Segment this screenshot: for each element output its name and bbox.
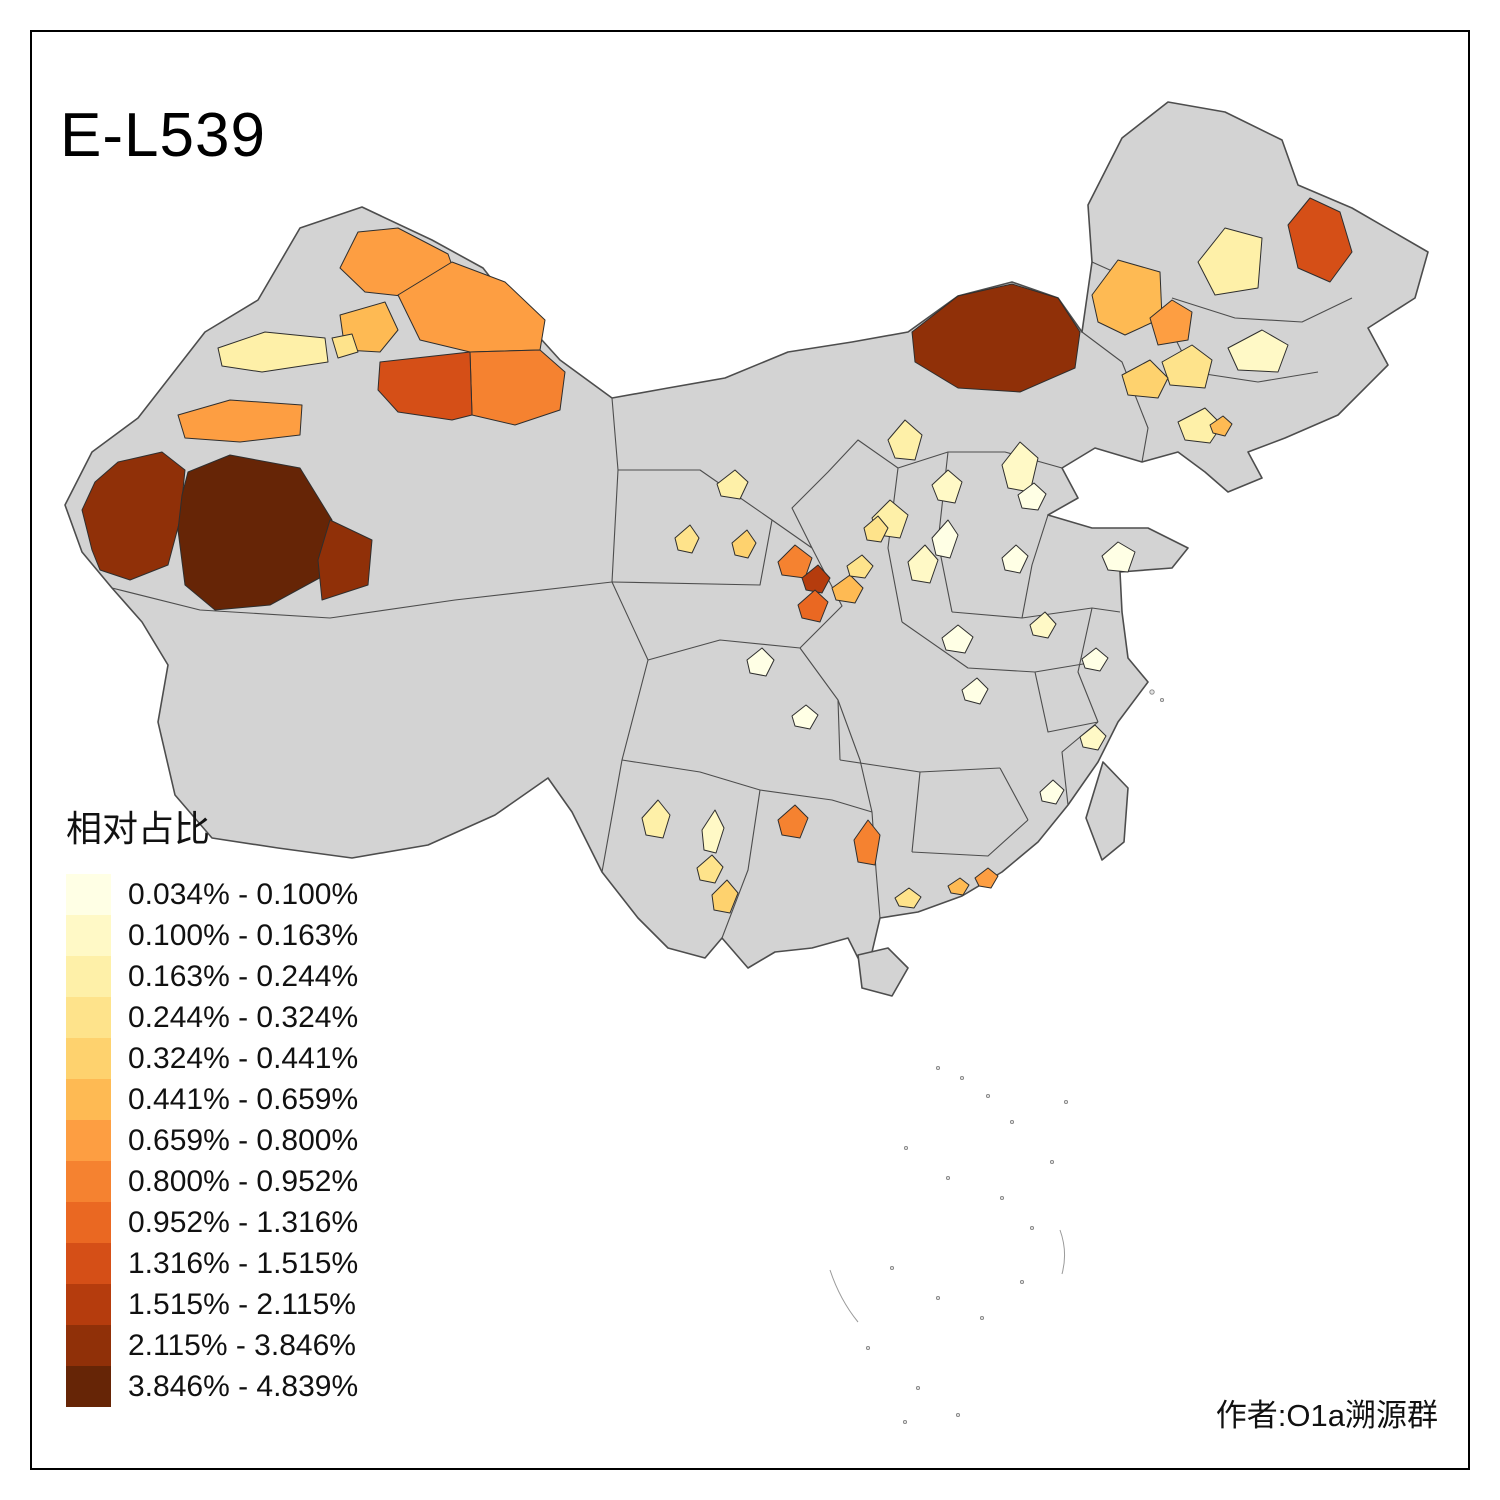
legend-swatch	[66, 1038, 111, 1079]
prefecture-dali	[641, 799, 671, 839]
prefecture-nanyang	[941, 624, 974, 654]
prefecture-linxia	[801, 564, 831, 594]
legend-label: 1.515% - 2.115%	[128, 1288, 356, 1321]
legend-swatch	[66, 1161, 111, 1202]
legend-label: 1.316% - 1.515%	[128, 1247, 359, 1280]
prefecture-shanxi-mid	[931, 519, 959, 559]
legend-item: 1.515% - 2.115%	[66, 1284, 358, 1325]
legend-swatch	[66, 874, 111, 915]
legend-title: 相对占比	[66, 808, 211, 849]
prefecture-shihezi	[377, 351, 473, 421]
prefecture-nenjiang	[1197, 227, 1263, 296]
prefecture-huangnan	[731, 529, 757, 559]
prefecture-lanzhou	[777, 544, 813, 579]
legend-item: 2.115% - 3.846%	[66, 1325, 358, 1366]
prefecture-zhangjiakou	[1001, 441, 1039, 493]
prefecture-pearl-delta-east	[974, 867, 999, 889]
legend-swatch	[66, 1120, 111, 1161]
prefecture-beijing	[1017, 482, 1047, 511]
prefecture-shandong-mid	[1101, 541, 1136, 573]
legend-swatch	[66, 915, 111, 956]
prefecture-baotou	[887, 419, 923, 461]
prefecture-changji	[397, 261, 546, 353]
legend-label: 0.163% - 0.244%	[128, 960, 359, 993]
prefecture-dingxi	[831, 574, 864, 604]
legend-label: 0.034% - 0.100%	[128, 878, 359, 911]
prefecture-xilingol	[911, 283, 1081, 393]
legend-label: 0.800% - 0.952%	[128, 1165, 359, 1198]
legend-item: 0.800% - 0.952%	[66, 1161, 358, 1202]
prefecture-honghe	[711, 879, 739, 914]
legend-swatch	[66, 1325, 111, 1366]
legend-swatch	[66, 1366, 111, 1407]
legend-item: 0.034% - 0.100%	[66, 874, 358, 915]
prefecture-ningxia	[863, 515, 889, 543]
prefecture-zhejiang-west	[1039, 779, 1065, 805]
prefecture-hunan-west	[853, 819, 881, 866]
legend-label: 2.115% - 3.846%	[128, 1329, 356, 1362]
legend-swatch	[66, 1284, 111, 1325]
prefecture-xuzhou	[1081, 647, 1109, 672]
legend-label: 0.100% - 0.163%	[128, 919, 359, 952]
prefecture-heihe	[1287, 197, 1353, 283]
legend-swatch	[66, 1243, 111, 1284]
prefecture-aksu	[177, 399, 303, 443]
legend-rows: 0.034% - 0.100% 0.100% - 0.163% 0.163% -…	[66, 874, 358, 1407]
legend-swatch	[66, 997, 111, 1038]
prefecture-guizhou-south	[777, 804, 809, 839]
prefecture-kunming	[701, 809, 725, 854]
prefecture-songyuan	[1227, 329, 1289, 373]
legend-label: 0.952% - 1.316%	[128, 1206, 359, 1239]
prefecture-hebei-south	[1001, 544, 1029, 574]
legend-label: 0.244% - 0.324%	[128, 1001, 359, 1034]
legend-item: 1.316% - 1.515%	[66, 1243, 358, 1284]
prefecture-hotan	[177, 454, 333, 611]
prefecture-luliang	[907, 544, 939, 584]
prefecture-baicheng	[1161, 344, 1213, 389]
legend-item: 3.846% - 4.839%	[66, 1366, 358, 1407]
legend-label: 0.324% - 0.441%	[128, 1042, 359, 1075]
prefecture-datong	[931, 469, 963, 504]
prefecture-tongliao	[1121, 359, 1169, 399]
legend-item: 0.952% - 1.316%	[66, 1202, 358, 1243]
prefecture-bortala	[331, 333, 359, 359]
legend-item: 0.659% - 0.800%	[66, 1120, 358, 1161]
legend: 相对占比 0.034% - 0.100% 0.100% - 0.163% 0.1…	[66, 800, 358, 1407]
legend-item: 0.163% - 0.244%	[66, 956, 358, 997]
legend-label: 3.846% - 4.839%	[128, 1370, 359, 1403]
prefecture-kashgar	[81, 451, 186, 581]
prefecture-gannan	[797, 589, 829, 623]
prefecture-hanzhong	[746, 647, 775, 677]
legend-item: 0.100% - 0.163%	[66, 915, 358, 956]
prefecture-xingan	[1149, 299, 1193, 346]
legend-item: 0.441% - 0.659%	[66, 1079, 358, 1120]
prefecture-yingkou	[1209, 415, 1233, 437]
prefecture-ankang	[791, 704, 819, 730]
taiwan-island	[1085, 761, 1129, 861]
prefecture-baiyin	[846, 554, 874, 579]
legend-swatch	[66, 956, 111, 997]
prefecture-wuwei	[716, 469, 749, 500]
legend-label: 0.659% - 0.800%	[128, 1124, 359, 1157]
prefecture-haidong	[674, 524, 700, 554]
prefecture-hotan-east	[317, 519, 373, 601]
legend-item: 0.244% - 0.324%	[66, 997, 358, 1038]
prefecture-heze	[1029, 611, 1057, 639]
south-china-sea-islands	[829, 689, 1165, 1425]
prefecture-ili	[217, 331, 329, 373]
prefecture-guangdong-west	[894, 887, 922, 909]
legend-swatch	[66, 1079, 111, 1120]
hainan-island	[857, 947, 909, 997]
prefecture-yuxi	[696, 854, 724, 884]
prefecture-xinyang	[961, 677, 989, 705]
colored-prefectures	[81, 197, 1353, 914]
plot-title: E-L539	[60, 100, 266, 170]
attribution: 作者:O1a溯源群	[1215, 1398, 1438, 1433]
legend-swatch	[66, 1202, 111, 1243]
legend-item: 0.324% - 0.441%	[66, 1038, 358, 1079]
prefecture-hefei	[1079, 724, 1107, 751]
legend-label: 0.441% - 0.659%	[128, 1083, 359, 1116]
prefecture-pearl-delta-west	[947, 877, 970, 896]
